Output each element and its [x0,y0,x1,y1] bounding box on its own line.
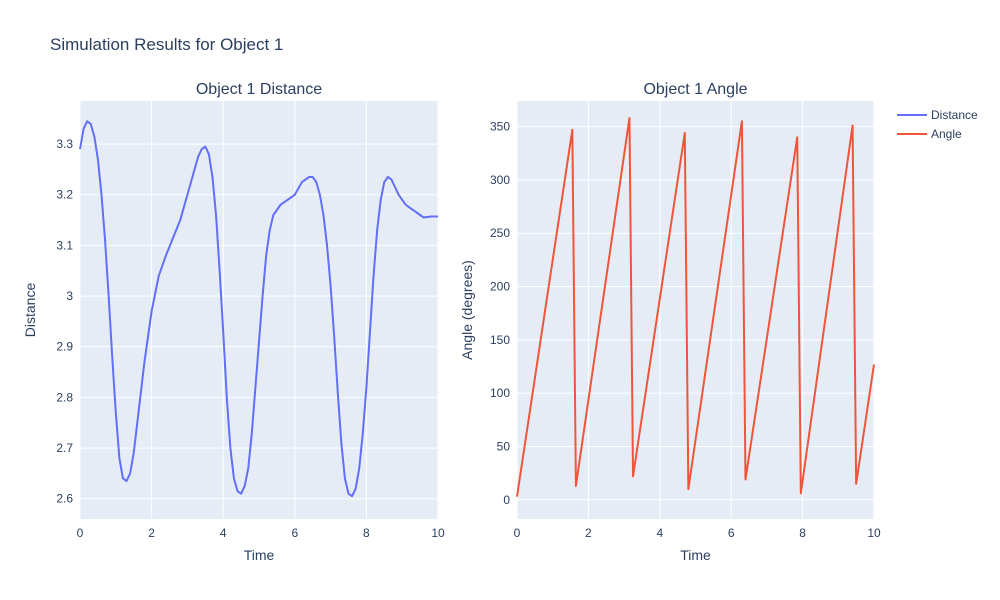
distance-x-axis-label: Time [244,547,275,563]
distance-y-tick-label: 3 [66,289,73,303]
distance-x-tick-label: 10 [431,526,445,540]
distance-series-line [79,120,438,498]
distance-y-tick-label: 2.6 [56,492,73,506]
distance-y-axis-label: Distance [22,283,38,338]
distance-lines [79,120,438,498]
angle-x-axis-label: Time [680,547,711,563]
distance-x-tick-label: 0 [77,526,84,540]
angle-y-tick-label: 150 [490,333,510,347]
figure-title: Simulation Results for Object 1 [50,35,283,54]
distance-subplot: 0 2 4 6 8 10 2.6 2.7 2.8 2.9 3 3.1 3.2 3.3 Object 1 D… [22,81,445,563]
angle-y-tick-label: 350 [490,120,510,134]
legend[interactable]: Distance Angle [897,108,978,141]
angle-y-tick-label: 100 [490,386,510,400]
angle-subplot-title: Object 1 Angle [643,81,747,98]
angle-series-line [516,117,875,497]
distance-x-tick-label: 4 [220,526,227,540]
legend-label-angle: Angle [931,127,962,141]
distance-y-tick-label: 3.2 [56,188,73,202]
angle-plot-area [517,101,874,519]
angle-x-tick-label: 0 [514,526,521,540]
legend-item-angle[interactable]: Angle [897,127,962,141]
angle-x-tick-label: 2 [585,526,592,540]
angle-y-tick-label: 300 [490,173,510,187]
angle-lines [516,117,875,497]
angle-x-tick-label: 10 [867,526,881,540]
distance-x-tick-label: 6 [291,526,298,540]
distance-y-tick-label: 2.9 [56,340,73,354]
angle-y-tick-label: 200 [490,280,510,294]
distance-y-tick-label: 2.8 [56,390,73,404]
distance-x-tick-label: 8 [363,526,370,540]
distance-x-tick-label: 2 [148,526,155,540]
distance-subplot-title: Object 1 Distance [196,81,322,98]
angle-y-tick-label: 0 [503,493,510,507]
distance-ticks: 0 2 4 6 8 10 2.6 2.7 2.8 2.9 3 3.1 3.2 3.3 [56,137,445,540]
distance-y-tick-label: 3.1 [56,238,73,252]
distance-plot-area [80,101,438,519]
angle-y-tick-label: 50 [497,439,511,453]
angle-x-tick-label: 6 [728,526,735,540]
distance-y-tick-label: 3.3 [56,137,73,151]
legend-label-distance: Distance [931,108,978,122]
angle-x-tick-label: 4 [656,526,663,540]
legend-item-distance[interactable]: Distance [897,108,978,122]
angle-y-tick-label: 250 [490,226,510,240]
angle-y-axis-label: Angle (degrees) [459,260,475,360]
angle-x-tick-label: 8 [799,526,806,540]
distance-y-tick-label: 2.7 [56,441,73,455]
